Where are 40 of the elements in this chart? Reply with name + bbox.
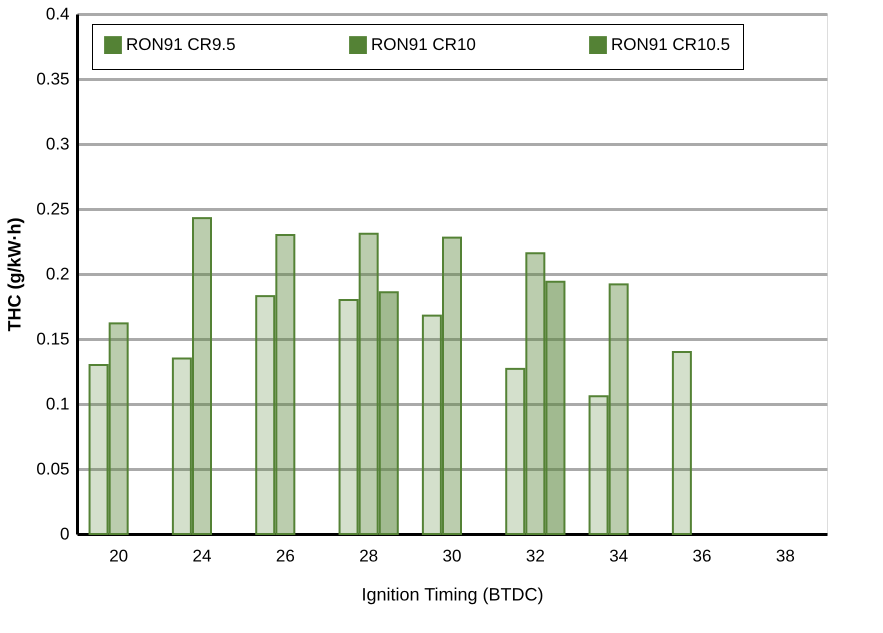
y-axis-title: THC (g/kW·h): [4, 218, 24, 332]
bar: [108, 322, 129, 535]
bar: [275, 234, 296, 535]
legend-label: RON91 CR9.5: [126, 35, 236, 54]
y-tick-label: 0.15: [36, 330, 70, 348]
bar: [525, 252, 546, 535]
x-tick-label: 24: [192, 546, 212, 566]
bar: [338, 299, 359, 535]
bar: [88, 364, 109, 535]
x-tick-label: 30: [442, 546, 462, 566]
x-tick-label: 38: [776, 546, 795, 566]
bar: [588, 395, 609, 535]
bar: [422, 314, 442, 535]
bar: [378, 291, 399, 535]
bar: [505, 368, 526, 535]
y-tick-label: 0.3: [46, 134, 70, 154]
bar: [358, 232, 379, 535]
x-tick-label: 20: [109, 546, 128, 566]
x-tick-label: 28: [359, 546, 378, 566]
legend-label: RON91 CR10: [371, 35, 476, 54]
y-tick-label: 0.05: [36, 460, 70, 478]
x-tick-label: 32: [526, 546, 545, 566]
x-tick-label: 26: [276, 546, 295, 566]
bar: [608, 283, 629, 535]
bar: [545, 280, 566, 535]
bar: [255, 295, 276, 535]
y-tick-label: 0.1: [46, 394, 70, 414]
y-tick-label: 0: [60, 524, 70, 544]
x-tick-label: 34: [609, 546, 628, 566]
x-tick-label: 36: [692, 546, 712, 566]
y-tick-label: 0.35: [36, 70, 70, 88]
legend-label: RON91 CR10.5: [611, 35, 730, 54]
y-tick-label: 0.25: [36, 200, 70, 218]
bar: [672, 351, 692, 535]
bar: [172, 358, 192, 535]
bar: [442, 236, 462, 535]
x-axis-title: Ignition Timing (BTDC): [361, 584, 544, 604]
y-tick-label: 0.4: [46, 4, 70, 24]
bar: [192, 217, 212, 535]
y-tick-label: 0.2: [46, 264, 70, 284]
